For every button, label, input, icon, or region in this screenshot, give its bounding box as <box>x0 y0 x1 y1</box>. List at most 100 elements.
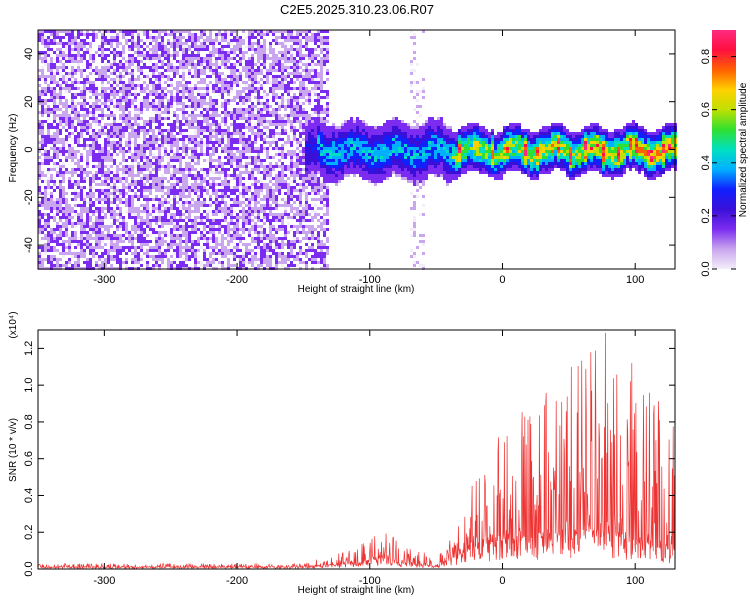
spectrogram-cell <box>143 165 146 168</box>
spectrogram-cell <box>86 81 89 84</box>
spectrogram-cell <box>206 138 209 141</box>
spectrogram-cell <box>230 30 233 33</box>
spectrogram-cell <box>212 225 215 228</box>
spectrogram-cell <box>161 216 164 219</box>
spectrogram-cell <box>110 63 113 66</box>
spectrogram-cell <box>284 243 287 246</box>
spectrogram-cell <box>218 231 221 234</box>
spectrogram-cell <box>62 231 65 234</box>
spectrogram-cell <box>146 195 149 198</box>
spectrogram-cell <box>65 33 68 36</box>
spectrogram-cell <box>182 219 185 222</box>
spectrogram-cell <box>128 195 131 198</box>
spectrogram-cell <box>50 78 53 81</box>
spectrogram-cell <box>293 225 296 228</box>
spectrogram-cell <box>158 264 161 267</box>
spectrogram-cell <box>218 156 221 159</box>
spectrogram-cell <box>44 141 47 144</box>
spectrogram-cell <box>158 180 161 183</box>
spectrogram-cell <box>194 225 197 228</box>
spectrogram-cell <box>119 81 122 84</box>
spectrogram-cell <box>68 246 71 249</box>
spectrogram-cell <box>158 120 161 123</box>
spectrogram-cell <box>155 195 158 198</box>
spectrogram-cell <box>74 105 77 108</box>
spectrogram-cell <box>41 72 44 75</box>
spectrogram-cell <box>242 108 245 111</box>
spectrogram-cell <box>122 99 125 102</box>
spectrogram-cell <box>257 213 260 216</box>
spectrogram-cell <box>170 186 173 189</box>
spectrogram-cell <box>110 192 113 195</box>
spectrogram-cell <box>218 90 221 93</box>
spectrogram-cell <box>53 30 56 33</box>
spectrogram-cell <box>257 240 260 243</box>
spectrogram-cell <box>167 213 170 216</box>
spectrogram-cell <box>269 231 272 234</box>
spectrogram-cell <box>41 141 44 144</box>
spectrogram-cell <box>62 42 65 45</box>
spectrogram-cell <box>86 231 89 234</box>
spectrogram-cell <box>140 105 143 108</box>
spectrogram-cell <box>38 39 41 42</box>
spectrogram-cell <box>200 141 203 144</box>
spectrogram-cell <box>107 207 110 210</box>
spectrogram-cell <box>92 222 95 225</box>
spectrogram-cell <box>179 48 182 51</box>
spectrogram-cell <box>71 66 74 69</box>
spectrogram-cell <box>218 225 221 228</box>
spectrogram-cell <box>77 252 80 255</box>
spectrogram-cell <box>107 144 110 147</box>
spectrogram-cell <box>212 165 215 168</box>
spectrogram-cell <box>116 69 119 72</box>
spectrogram-cell <box>44 60 47 63</box>
spectrogram-cell <box>269 63 272 66</box>
spectrogram-cell <box>215 192 218 195</box>
spectrogram-cell <box>38 111 41 114</box>
spectrogram-cell <box>272 183 275 186</box>
spectrogram-cell <box>158 75 161 78</box>
spectrogram-cell <box>89 126 92 129</box>
spectrogram-cell <box>251 75 254 78</box>
spectrogram-cell <box>104 192 107 195</box>
spectrogram-cell <box>92 54 95 57</box>
spectrogram-cell <box>77 144 80 147</box>
spectrogram-cell <box>290 180 293 183</box>
spectrogram-cell <box>95 264 98 267</box>
spectrogram-cell <box>296 69 299 72</box>
spectrogram-cell <box>125 90 128 93</box>
spectrogram-cell <box>251 63 254 66</box>
spectrogram-cell <box>92 156 95 159</box>
spectrogram-cell <box>140 192 143 195</box>
spectrogram-cell <box>59 141 62 144</box>
spectrogram-cell <box>263 81 266 84</box>
spectrogram-cell <box>62 51 65 54</box>
spectrogram-cell <box>53 150 56 153</box>
spectrogram-cell <box>68 90 71 93</box>
spectrogram-cell <box>215 87 218 90</box>
spectrogram-cell <box>98 45 101 48</box>
spectrogram-cell <box>293 216 296 219</box>
spectrogram-cell <box>173 222 176 225</box>
spectrogram-cell <box>191 60 194 63</box>
spectrogram-cell <box>101 153 104 156</box>
spectrogram-cell <box>80 249 83 252</box>
spectrogram-cell <box>170 30 173 33</box>
spectrogram-cell <box>248 33 251 36</box>
spectrogram-cell <box>284 258 287 261</box>
spectrogram-cell <box>254 162 257 165</box>
spectrogram-cell <box>266 48 269 51</box>
spectrogram-cell <box>269 204 272 207</box>
spectrogram-cell <box>101 60 104 63</box>
spectrogram-cell <box>101 165 104 168</box>
spectrogram-cell <box>59 165 62 168</box>
spectrogram-cell <box>227 147 230 150</box>
spectrogram-cell <box>224 174 227 177</box>
spectrogram-cell <box>293 156 296 159</box>
spectrogram-cell <box>53 63 56 66</box>
spectrogram-cell <box>206 210 209 213</box>
spectrogram-cell <box>101 204 104 207</box>
spectrogram-cell <box>110 237 113 240</box>
spectrogram-cell <box>206 204 209 207</box>
spectrogram-cell <box>155 138 158 141</box>
